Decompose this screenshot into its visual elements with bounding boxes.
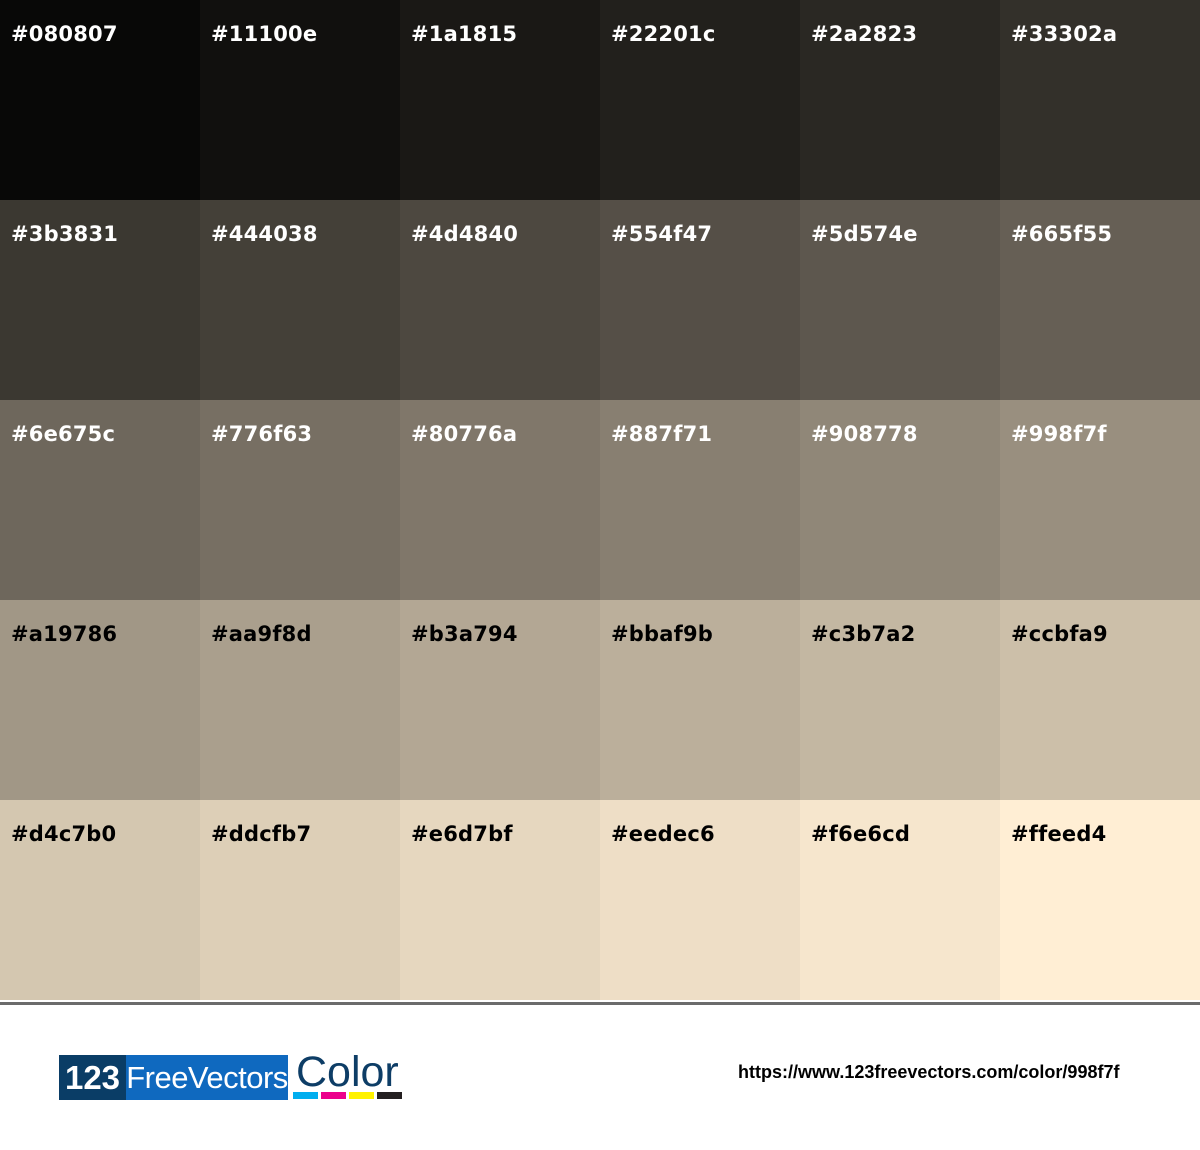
swatch-hex-label: #11100e bbox=[211, 22, 318, 46]
color-swatch[interactable]: #ccbfa9 bbox=[1000, 600, 1200, 800]
swatch-hex-label: #554f47 bbox=[611, 222, 713, 246]
swatch-hex-label: #a19786 bbox=[11, 622, 118, 646]
color-swatch[interactable]: #080807 bbox=[0, 0, 200, 200]
color-swatch[interactable]: #eedec6 bbox=[600, 800, 800, 1000]
swatch-hex-label: #080807 bbox=[11, 22, 118, 46]
swatch-hex-label: #998f7f bbox=[1011, 422, 1107, 446]
swatch-hex-label: #444038 bbox=[211, 222, 318, 246]
swatch-hex-label: #ddcfb7 bbox=[211, 822, 312, 846]
color-swatch[interactable]: #ddcfb7 bbox=[200, 800, 400, 1000]
color-swatch[interactable]: #d4c7b0 bbox=[0, 800, 200, 1000]
swatch-hex-label: #bbaf9b bbox=[611, 622, 714, 646]
color-swatch[interactable]: #908778 bbox=[800, 400, 1000, 600]
swatch-hex-label: #887f71 bbox=[611, 422, 713, 446]
color-swatch[interactable]: #11100e bbox=[200, 0, 400, 200]
color-swatch[interactable]: #444038 bbox=[200, 200, 400, 400]
color-swatch[interactable]: #80776a bbox=[400, 400, 600, 600]
swatch-hex-label: #d4c7b0 bbox=[11, 822, 117, 846]
logo-black-bar bbox=[377, 1092, 402, 1099]
swatch-hex-label: #3b3831 bbox=[11, 222, 119, 246]
swatch-hex-label: #4d4840 bbox=[411, 222, 519, 246]
color-swatch[interactable]: #5d574e bbox=[800, 200, 1000, 400]
color-swatch[interactable]: #aa9f8d bbox=[200, 600, 400, 800]
color-swatch[interactable]: #22201c bbox=[600, 0, 800, 200]
color-swatch[interactable]: #776f63 bbox=[200, 400, 400, 600]
color-swatch[interactable]: #a19786 bbox=[0, 600, 200, 800]
color-swatch[interactable]: #c3b7a2 bbox=[800, 600, 1000, 800]
swatch-hex-label: #5d574e bbox=[811, 222, 918, 246]
swatch-hex-label: #22201c bbox=[611, 22, 716, 46]
color-swatch[interactable]: #665f55 bbox=[1000, 200, 1200, 400]
color-swatch[interactable]: #887f71 bbox=[600, 400, 800, 600]
color-swatch[interactable]: #b3a794 bbox=[400, 600, 600, 800]
swatch-hex-label: #ffeed4 bbox=[1011, 822, 1107, 846]
color-swatch[interactable]: #33302a bbox=[1000, 0, 1200, 200]
swatch-hex-label: #ccbfa9 bbox=[1011, 622, 1108, 646]
color-swatch[interactable]: #ffeed4 bbox=[1000, 800, 1200, 1000]
color-swatch[interactable]: #6e675c bbox=[0, 400, 200, 600]
color-swatch[interactable]: #1a1815 bbox=[400, 0, 600, 200]
logo-yellow-bar bbox=[349, 1092, 374, 1099]
color-palette-grid: #080807 #11100e #1a1815 #22201c #2a2823 #3330… bbox=[0, 0, 1200, 1000]
swatch-hex-label: #2a2823 bbox=[811, 22, 918, 46]
swatch-hex-label: #aa9f8d bbox=[211, 622, 312, 646]
swatch-hex-label: #e6d7bf bbox=[411, 822, 513, 846]
logo-cyan-bar bbox=[293, 1092, 318, 1099]
swatch-hex-label: #c3b7a2 bbox=[811, 622, 916, 646]
color-page-url[interactable]: https://www.123freevectors.com/color/998… bbox=[738, 1062, 1120, 1082]
swatch-hex-label: #80776a bbox=[411, 422, 518, 446]
color-swatch[interactable]: #3b3831 bbox=[0, 200, 200, 400]
footer-divider bbox=[0, 1002, 1200, 1005]
color-swatch[interactable]: #4d4840 bbox=[400, 200, 600, 400]
color-swatch[interactable]: #f6e6cd bbox=[800, 800, 1000, 1000]
swatch-hex-label: #1a1815 bbox=[411, 22, 518, 46]
color-swatch[interactable]: #bbaf9b bbox=[600, 600, 800, 800]
color-swatch[interactable]: #998f7f bbox=[1000, 400, 1200, 600]
swatch-hex-label: #908778 bbox=[811, 422, 918, 446]
logo-freevectors: FreeVectors bbox=[126, 1055, 288, 1100]
color-swatch[interactable]: #2a2823 bbox=[800, 0, 1000, 200]
swatch-hex-label: #6e675c bbox=[11, 422, 116, 446]
swatch-hex-label: #665f55 bbox=[1011, 222, 1113, 246]
logo-123: 123 bbox=[59, 1055, 126, 1100]
swatch-hex-label: #f6e6cd bbox=[811, 822, 911, 846]
logo-magenta-bar bbox=[321, 1092, 346, 1099]
logo-color: Color bbox=[296, 1048, 399, 1096]
swatch-hex-label: #eedec6 bbox=[611, 822, 715, 846]
swatch-hex-label: #776f63 bbox=[211, 422, 313, 446]
swatch-hex-label: #b3a794 bbox=[411, 622, 518, 646]
color-swatch[interactable]: #554f47 bbox=[600, 200, 800, 400]
color-swatch[interactable]: #e6d7bf bbox=[400, 800, 600, 1000]
swatch-hex-label: #33302a bbox=[1011, 22, 1118, 46]
